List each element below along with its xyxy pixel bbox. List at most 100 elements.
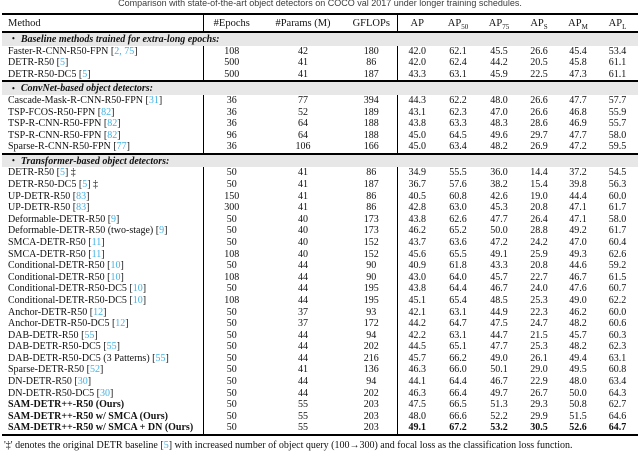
apm-cell: 48.2 — [569, 341, 587, 353]
gflops-cell: 195 — [346, 283, 398, 295]
apm-cell: 45.4 — [569, 45, 587, 57]
gflops-cell: 93 — [346, 306, 398, 318]
method-cell: Anchor-DETR-R50-DC5 [12] — [2, 317, 204, 330]
epochs-cell: 108 — [224, 271, 240, 283]
gflops-cell: 173 — [346, 225, 398, 237]
ap50-cell: 66.4 — [449, 387, 467, 399]
citation-link[interactable]: 2, 75 — [114, 45, 135, 57]
table-row: SAM-DETR++-R50 w/ SMCA (Ours) 50 55 203 48.0… — [2, 410, 638, 423]
params-cell: 44 — [298, 271, 308, 283]
ap50-cell: 62.1 — [449, 45, 467, 57]
params-cell: 41 — [298, 178, 308, 190]
apl-cell: 63.1 — [608, 352, 627, 364]
ap50-cell: 67.2 — [449, 422, 467, 434]
method-cell: TSP-R-CNN-R50-FPN [82] — [2, 129, 204, 142]
epochs-cell: 50 — [226, 283, 237, 295]
citation-link[interactable]: 5 — [163, 439, 169, 451]
method-name: Sparse-R-CNN-R50-FPN — [8, 141, 111, 153]
apl-cell: 60.6 — [608, 318, 627, 330]
aps-cell: 24.7 — [530, 318, 548, 330]
ap-cell: 45.1 — [408, 294, 427, 306]
params-cell: 41 — [298, 68, 308, 80]
params-cell: 55 — [298, 399, 308, 411]
method-cell: Conditional-DETR-R50 [10] — [2, 271, 204, 284]
method-cell: DETR-R50-DC5 [5] — [2, 68, 204, 82]
method-name: DETR-R50 — [8, 167, 55, 179]
table-row: Cascade-Mask-R-CNN-R50-FPN [31] 36 77 394 44… — [2, 94, 638, 107]
ap75-cell: 38.2 — [490, 178, 508, 190]
citation-link[interactable]: 83 — [76, 190, 87, 202]
citation-link[interactable]: 55 — [155, 352, 166, 364]
column-header-ap75: AP75 — [479, 14, 519, 33]
citation-link[interactable]: 9 — [111, 213, 117, 225]
gflops-cell: 189 — [346, 106, 398, 118]
apm-cell: 44.4 — [569, 190, 587, 202]
ap50-cell: 65.5 — [449, 248, 467, 260]
citation-link[interactable]: 5 — [59, 167, 65, 179]
citation-link[interactable]: 5 — [59, 57, 65, 69]
apm-cell: 47.7 — [569, 129, 587, 141]
citation-link[interactable]: 82 — [101, 106, 112, 118]
citation-link[interactable]: 10 — [110, 271, 121, 283]
citation-link[interactable]: 5 — [82, 178, 88, 190]
ap50-cell: 66.2 — [449, 352, 467, 364]
ap75-cell: 49.1 — [490, 248, 508, 260]
epochs-cell: 108 — [224, 294, 240, 306]
gflops-cell: 86 — [346, 202, 398, 214]
citation-link[interactable]: 10 — [132, 294, 143, 306]
citation-link[interactable]: 82 — [107, 129, 118, 141]
ap50-cell: 64.4 — [449, 376, 467, 388]
apm-cell: 49.5 — [569, 364, 587, 376]
citation-link[interactable]: 12 — [115, 318, 126, 330]
citation-link[interactable]: 5 — [82, 68, 88, 80]
dagger-mark: ‡ — [68, 167, 76, 179]
apm-cell: 46.8 — [569, 106, 587, 118]
citation-link[interactable]: 31 — [148, 94, 159, 106]
epochs-cell: 36 — [226, 141, 237, 153]
ap-cell: 44.3 — [408, 94, 427, 106]
ap75-cell: 49.6 — [490, 129, 508, 141]
table-row: Conditional-DETR-R50-DC5 [10] 50 44 195 43.8… — [2, 283, 638, 295]
apm-cell: 51.5 — [569, 410, 587, 422]
ap75-cell: 45.5 — [490, 45, 508, 57]
citation-link[interactable]: 12 — [93, 306, 104, 318]
params-cell: 40 — [298, 248, 308, 260]
citation-link[interactable]: 11 — [91, 248, 102, 260]
method-name: DETR-R50-DC5 — [8, 178, 77, 190]
apm-cell: 50.8 — [569, 399, 587, 411]
params-cell: 40 — [298, 225, 308, 237]
aps-cell: 26.6 — [530, 94, 548, 106]
citation-link[interactable]: 10 — [110, 260, 121, 272]
column-header-ap: AP — [397, 14, 437, 33]
footnote-text-pre: '‡' denotes the original DETR baseline [ — [4, 439, 164, 451]
apm-cell: 47.2 — [569, 141, 587, 153]
method-cell: DN-DETR-R50-DC5 [30] — [2, 387, 204, 400]
apm-cell: 49.3 — [569, 248, 587, 260]
method-name: SMCA-DETR-R50 — [8, 248, 86, 260]
gflops-cell: 195 — [346, 294, 398, 307]
citation-link[interactable]: 82 — [107, 118, 118, 130]
apm-cell: 44.6 — [569, 260, 587, 272]
apm-cell: 47.6 — [569, 283, 587, 295]
citation-link[interactable]: 30 — [77, 376, 88, 388]
apl-cell: 61.1 — [608, 68, 627, 80]
citation-link[interactable]: 9 — [159, 225, 165, 237]
citation-link[interactable]: 52 — [89, 364, 100, 376]
citation-link[interactable]: 55 — [84, 329, 95, 341]
ap50-cell: 57.6 — [449, 178, 467, 190]
epochs-cell: 50 — [226, 422, 237, 434]
citation-link[interactable]: 83 — [76, 202, 87, 214]
apl-cell: 60.4 — [608, 236, 627, 248]
citation-link[interactable]: 11 — [91, 236, 102, 248]
citation-link[interactable]: 77 — [116, 141, 127, 153]
aps-cell: 22.9 — [530, 376, 548, 388]
gflops-cell: 136 — [346, 364, 398, 376]
ap50-cell: 64.5 — [449, 129, 467, 141]
citation-link[interactable]: 10 — [132, 283, 143, 295]
method-cell: Sparse-DETR-R50 [52] — [2, 364, 204, 376]
table-row: UP-DETR-R50 [83] 150 41 86 40.5 60.8 42.6 19.0 4… — [2, 190, 638, 203]
method-name: UP-DETR-R50 — [8, 190, 71, 202]
citation-link[interactable]: 30 — [99, 387, 110, 399]
citation-link[interactable]: 55 — [106, 341, 117, 353]
epochs-cell: 50 — [226, 329, 237, 341]
